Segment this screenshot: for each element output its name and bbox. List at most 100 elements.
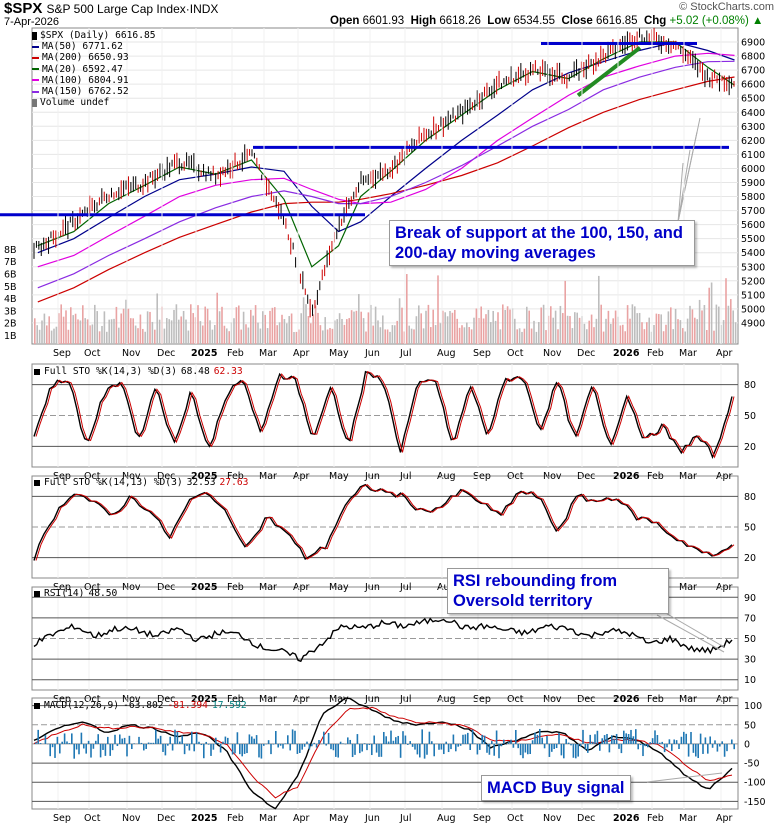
- x-tick-label: Apr: [716, 582, 733, 593]
- volume-bar: [566, 315, 569, 344]
- volume-bar: [646, 322, 648, 344]
- volume-bar: [710, 282, 713, 344]
- x-tick-label: Sep: [53, 471, 71, 482]
- legend-price: $SPX (Daily) 6616.85: [32, 30, 156, 41]
- macd-tick-label: 100: [744, 701, 762, 712]
- volume-bar: [506, 306, 509, 344]
- macd-histogram-bar: [200, 743, 203, 746]
- volume-bar: [350, 310, 353, 344]
- macd-histogram-bar: [560, 743, 563, 756]
- volume-bar: [278, 322, 281, 344]
- macd-histogram-bar: [75, 743, 78, 750]
- macd-histogram-bar: [519, 743, 522, 756]
- volume-bar: [146, 311, 149, 344]
- macd-histogram-bar: [721, 741, 723, 744]
- macd-histogram-bar: [551, 743, 553, 752]
- volume-bar: [36, 325, 38, 344]
- x-tick-label: Apr: [293, 694, 310, 705]
- volume-bar: [108, 319, 110, 344]
- macd-histogram-bar: [666, 743, 668, 748]
- volume-bar: [187, 330, 190, 344]
- volume-bar: [247, 327, 250, 344]
- macd-histogram-bar: [615, 733, 618, 744]
- macd-histogram-bar: [337, 743, 339, 758]
- volume-bar: [113, 318, 115, 344]
- macd-histogram-bar: [702, 743, 704, 754]
- volume-bar: [137, 328, 139, 344]
- legend-volume: Volume undef: [32, 97, 156, 108]
- volume-bar: [614, 310, 617, 344]
- macd-histogram-bar: [637, 743, 639, 750]
- volume-bar: [238, 305, 240, 344]
- macd-histogram-bar: [445, 741, 447, 744]
- legend-ma20: MA(20) 6592.47: [32, 64, 156, 75]
- macd-histogram-bar: [157, 738, 159, 744]
- x-tick-label: Mar: [259, 813, 277, 824]
- volume-bar: [502, 304, 504, 344]
- volume-bar: [689, 305, 691, 344]
- x-tick-label: Sep: [473, 813, 491, 824]
- rsi-label: RSI(14) 48.50: [34, 588, 117, 599]
- price-tick-label: 6200: [741, 136, 765, 147]
- macd-histogram-bar: [327, 732, 330, 744]
- volume-bar: [221, 306, 223, 344]
- volume-bar: [490, 322, 492, 344]
- volume-bar: [487, 309, 490, 344]
- volume-bar: [314, 305, 317, 344]
- macd-histogram-bar: [294, 730, 296, 744]
- volume-bar: [96, 311, 98, 344]
- x-tick-label: Aug: [437, 471, 456, 482]
- macd-histogram-bar: [589, 734, 591, 744]
- sto2-label: Full STO %K(14,13) %D(3) 32.53 27.63: [34, 477, 248, 488]
- macd-histogram-bar: [155, 729, 157, 744]
- x-tick-label: Apr: [293, 348, 310, 359]
- macd-histogram-bar: [325, 743, 327, 746]
- volume-bar: [218, 311, 221, 344]
- macd-histogram-bar: [54, 743, 56, 758]
- macd-histogram-bar: [659, 742, 661, 744]
- volume-bar: [655, 313, 658, 344]
- volume-bar: [686, 318, 689, 344]
- x-tick-label: 2026: [613, 813, 640, 824]
- volume-bar: [658, 313, 660, 344]
- macd-histogram-bar: [447, 743, 450, 753]
- macd-histogram-bar: [212, 743, 215, 750]
- volume-bar: [612, 318, 614, 344]
- volume-bar: [708, 287, 710, 344]
- macd-histogram-bar: [572, 743, 575, 758]
- macd-histogram-bar: [351, 743, 354, 758]
- macd-histogram-bar: [128, 735, 131, 744]
- volume-bar: [84, 318, 86, 344]
- macd-histogram-bar: [690, 731, 692, 744]
- macd-histogram-bar: [675, 740, 678, 744]
- macd-histogram-bar: [541, 737, 543, 744]
- volume-bar: [394, 325, 396, 344]
- volume-bar: [698, 299, 701, 344]
- x-tick-label: Feb: [647, 471, 664, 482]
- macd-label: MACD(12,26,9) -63.802 -81.394 17.592: [34, 700, 247, 711]
- macd-histogram-bar: [176, 731, 179, 744]
- volume-bar: [130, 318, 132, 344]
- volume-bar: [38, 329, 41, 344]
- volume-bar: [271, 307, 274, 344]
- volume-bar: [125, 299, 127, 344]
- volume-bar: [295, 331, 298, 344]
- volume-bar: [199, 321, 202, 344]
- volume-bar: [122, 308, 125, 344]
- volume-bar: [458, 327, 461, 344]
- volume-bar: [60, 304, 62, 344]
- volume-bar: [535, 331, 538, 344]
- volume-bar: [190, 304, 192, 344]
- x-tick-label: Mar: [679, 471, 697, 482]
- x-tick-label: Apr: [716, 471, 733, 482]
- macd-histogram-bar: [671, 743, 673, 751]
- macd-histogram-bar: [116, 743, 119, 747]
- volume-bar: [264, 314, 266, 344]
- macd-histogram-bar: [726, 743, 728, 752]
- volume-bar: [732, 310, 734, 344]
- macd-histogram-bar: [39, 743, 42, 744]
- macd-histogram-bar: [111, 743, 114, 751]
- macd-histogram-bar: [450, 743, 452, 750]
- macd-histogram-bar: [505, 743, 507, 745]
